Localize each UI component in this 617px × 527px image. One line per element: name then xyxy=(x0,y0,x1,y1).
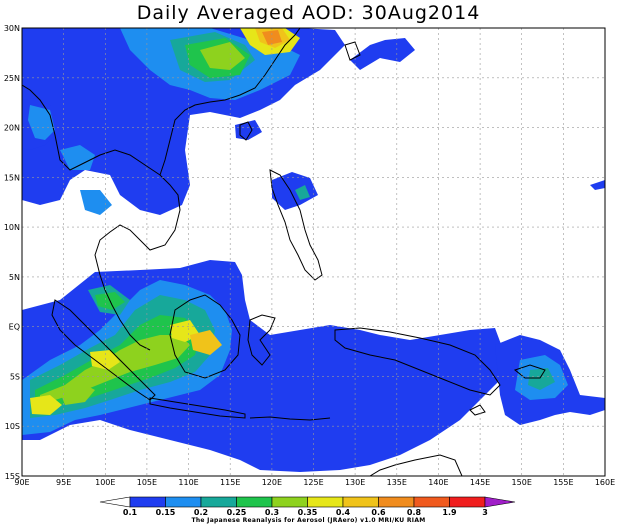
footer-credit: The Japanese Reanalysis for Aerosol (JRA… xyxy=(191,517,426,524)
map-title: Daily Averaged AOD: 30Aug2014 xyxy=(136,2,481,24)
colorbar-label: 1.9 xyxy=(442,508,457,517)
x-tick-label: 120E xyxy=(262,478,282,487)
colorbar-swatch xyxy=(307,496,344,508)
coastlines xyxy=(22,28,546,476)
y-tick-label: 10S xyxy=(5,422,20,431)
colorbar-label: 0.25 xyxy=(227,508,247,517)
y-tick-label: 30N xyxy=(4,24,20,33)
colorbar-swatch xyxy=(165,496,202,508)
y-tick-labels: 30N 25N 20N 15N 10N 5N EQ 5S 10S 15S xyxy=(4,24,20,481)
x-tick-label: 90E xyxy=(14,478,29,487)
x-tick-label: 155E xyxy=(553,478,573,487)
x-tick-label: 110E xyxy=(178,478,198,487)
x-tick-label: 130E xyxy=(345,478,365,487)
x-tick-label: 115E xyxy=(220,478,240,487)
x-tick-label: 100E xyxy=(95,478,115,487)
colorbar-label: 0.15 xyxy=(156,508,176,517)
colorbar-swatch xyxy=(413,496,450,508)
x-tick-label: 140E xyxy=(428,478,448,487)
gridlines xyxy=(22,28,605,476)
colorbar-under xyxy=(99,496,131,508)
colorbar-swatch xyxy=(271,496,308,508)
aod-level-0.6 xyxy=(262,30,282,45)
x-tick-labels: 90E 95E 100E 105E 110E 115E 120E 125E 130E 135E 14… xyxy=(14,478,615,487)
x-tick-label: 95E xyxy=(56,478,71,487)
y-tick-label: 10N xyxy=(4,223,20,232)
aod-level-0.3 xyxy=(40,42,245,405)
colorbar-label: 0.6 xyxy=(371,508,386,517)
colorbar-label: 0.2 xyxy=(194,508,208,517)
colorbar-label: 0.4 xyxy=(336,508,351,517)
colorbar-swatch xyxy=(342,496,379,508)
x-tick-label: 160E xyxy=(595,478,615,487)
colorbar-swatch xyxy=(236,496,273,508)
colorbar-swatch xyxy=(200,496,237,508)
y-tick-label: 15S xyxy=(5,472,20,481)
colorbar: 0.1 0.15 0.2 0.25 0.3 0.35 0.4 0.6 0.8 1.9 3 xyxy=(99,496,516,517)
y-tick-label: 15N xyxy=(4,173,20,182)
colorbar-label: 3 xyxy=(482,508,488,517)
x-tick-label: 145E xyxy=(470,478,490,487)
y-tick-label: 25N xyxy=(4,74,20,83)
x-tick-label: 135E xyxy=(387,478,407,487)
colorbar-label: 0.8 xyxy=(407,508,422,517)
colorbar-swatch xyxy=(378,496,415,508)
y-tick-label: 20N xyxy=(4,124,20,133)
colorbar-swatch xyxy=(449,496,486,508)
x-tick-label: 125E xyxy=(303,478,323,487)
y-tick-label: 5S xyxy=(10,372,20,381)
colorbar-label: 0.3 xyxy=(265,508,279,517)
colorbar-swatch xyxy=(129,496,166,508)
colorbar-over xyxy=(484,496,516,508)
colorbar-label: 0.35 xyxy=(298,508,318,517)
y-tick-label: EQ xyxy=(9,323,20,332)
x-tick-label: 150E xyxy=(512,478,532,487)
y-tick-label: 5N xyxy=(9,273,20,282)
colorbar-label: 0.1 xyxy=(123,508,138,517)
map-frame xyxy=(21,27,606,477)
x-tick-label: 105E xyxy=(137,478,157,487)
